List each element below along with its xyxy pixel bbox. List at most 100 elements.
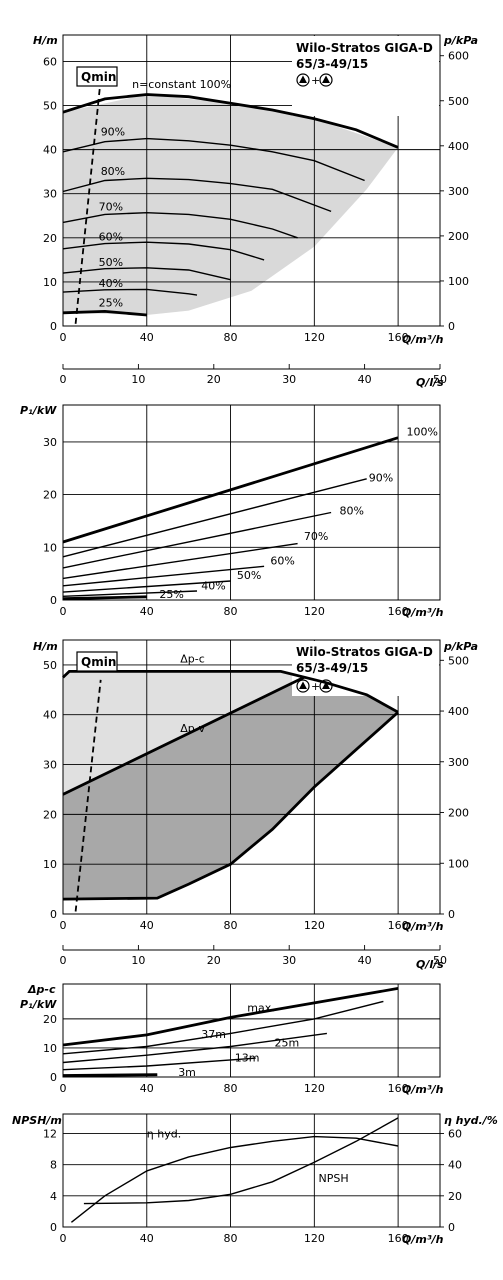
series-line-4 [62, 565, 265, 587]
y-tick-label: 10 [43, 276, 57, 289]
x-tick-label: 40 [358, 373, 372, 386]
series-label: 80% [339, 505, 363, 518]
y-tick-label: 10 [43, 541, 57, 554]
y-tick-label: 20 [43, 808, 57, 821]
series-label: η hyd. [147, 1127, 181, 1140]
x-axis-label: Q/m³/h [402, 920, 444, 933]
x-tick-label: 120 [304, 1232, 325, 1245]
series-label: 40% [99, 277, 123, 290]
qmin-box [76, 651, 118, 672]
dpv-curve [62, 676, 305, 796]
control-power-chart: 0 10 20 0 40 80 120 160 Δp-c P₁/kW Q/m³/h max. 3… [20, 983, 444, 1096]
series-line-1 [83, 1117, 399, 1205]
series-label: 50% [99, 256, 123, 269]
series-line-4 [62, 1073, 158, 1077]
x-tick-label: 10 [131, 373, 145, 386]
qmin-box [76, 66, 118, 87]
x-axis-label: Q/m³/h [402, 606, 444, 619]
x-tick-label: 0 [60, 373, 67, 386]
series-label: 40% [201, 579, 225, 592]
series-line-5 [62, 580, 231, 593]
y-tick-label: 30 [43, 759, 57, 772]
series-label: 60% [99, 230, 123, 243]
y-axis-label: H/m [33, 34, 58, 47]
series-label: 25% [159, 588, 183, 601]
x-tick-label: 30 [282, 373, 296, 386]
y-tick-label: 50 [43, 100, 57, 113]
series-label: 90% [101, 126, 125, 139]
x-axis-label: Q/m³/h [402, 1233, 444, 1246]
series-line-1 [62, 478, 367, 558]
x-tick-label: 0 [60, 605, 67, 618]
x-tick-label: 160 [388, 919, 409, 932]
series-label: 25% [99, 297, 123, 310]
y2-tick-label: 100 [448, 275, 469, 288]
y-tick-label: 4 [50, 1190, 57, 1203]
y2-tick-label: 300 [448, 185, 469, 198]
y-axis-label: NPSH/m [12, 1114, 62, 1127]
y2-tick-label: 400 [448, 140, 469, 153]
series-label: 37m [201, 1028, 226, 1041]
x-axis-label: Q/l/s [416, 958, 444, 971]
y2-tick-label: 600 [448, 50, 469, 63]
x-axis-label: Q/m³/h [402, 1083, 444, 1096]
x-tick-label: 20 [207, 954, 221, 967]
y-tick-label: 20 [43, 1013, 57, 1026]
y2-tick-label: 60 [448, 1127, 462, 1140]
x-tick-label: 40 [140, 1232, 154, 1245]
y2-axis-label: p/kPa [443, 640, 478, 653]
x-tick-label: 30 [282, 954, 296, 967]
npsh-chart-frame [62, 1113, 441, 1228]
series-line-3 [62, 542, 298, 580]
series-label: 100% [406, 426, 437, 439]
series-line-1 [62, 1000, 384, 1055]
x-tick-label: 10 [131, 954, 145, 967]
y2-axis-label: η hyd./% [444, 1114, 498, 1127]
x-tick-label: 40 [358, 954, 372, 967]
series-label: max. [247, 1002, 274, 1015]
x-tick-label: 80 [224, 331, 238, 344]
series-label: 13m [235, 1052, 260, 1065]
control-chart-frame [62, 639, 441, 915]
y-tick-label: 40 [43, 144, 57, 157]
x-tick-label: 20 [207, 373, 221, 386]
y-tick-label: 30 [43, 188, 57, 201]
y-tick-label: 8 [50, 1159, 57, 1172]
series-label: 70% [99, 200, 123, 213]
flow-litres-axis: 0 10 20 30 40 50 Q/l/s [60, 364, 447, 389]
y2-tick-label: 20 [448, 1190, 462, 1203]
series-line-2 [62, 511, 332, 569]
x-tick-label: 120 [304, 1082, 325, 1095]
minimum-curve [62, 711, 400, 901]
y2-tick-label: 0 [448, 320, 455, 333]
y2-tick-label: 500 [448, 654, 469, 667]
x-axis-label: Q/l/s [416, 376, 444, 389]
chart-title: Wilo-Stratos GIGA-D [296, 645, 433, 659]
x-tick-label: 80 [224, 1232, 238, 1245]
pump-symbol-icon [296, 679, 310, 693]
title-box [292, 641, 439, 696]
x-tick-label: 160 [388, 1082, 409, 1095]
y-tick-label: 20 [43, 489, 57, 502]
series-line-3 [62, 211, 298, 239]
chart-subtitle: 65/3-49/15 [296, 57, 368, 71]
x-tick-label: 0 [60, 331, 67, 344]
x-tick-label: 40 [140, 919, 154, 932]
y-axis-label: P₁/kW [20, 998, 57, 1011]
y-tick-label: 20 [43, 232, 57, 245]
qmin-line [74, 679, 102, 912]
y-tick-label: 0 [50, 320, 57, 333]
series-label: 50% [237, 569, 261, 582]
y-tick-label: 30 [43, 436, 57, 449]
series-label: 70% [304, 530, 328, 543]
y-tick-label: 12 [43, 1127, 57, 1140]
series-line-5 [62, 267, 231, 281]
series-line-7 [62, 595, 147, 601]
series-label: NPSH [319, 1172, 349, 1185]
x-tick-label: 80 [224, 919, 238, 932]
y2-tick-label: 200 [448, 230, 469, 243]
series-line-3 [62, 1057, 256, 1071]
y-tick-label: 0 [50, 1071, 57, 1084]
x-tick-label: 50 [433, 954, 447, 967]
